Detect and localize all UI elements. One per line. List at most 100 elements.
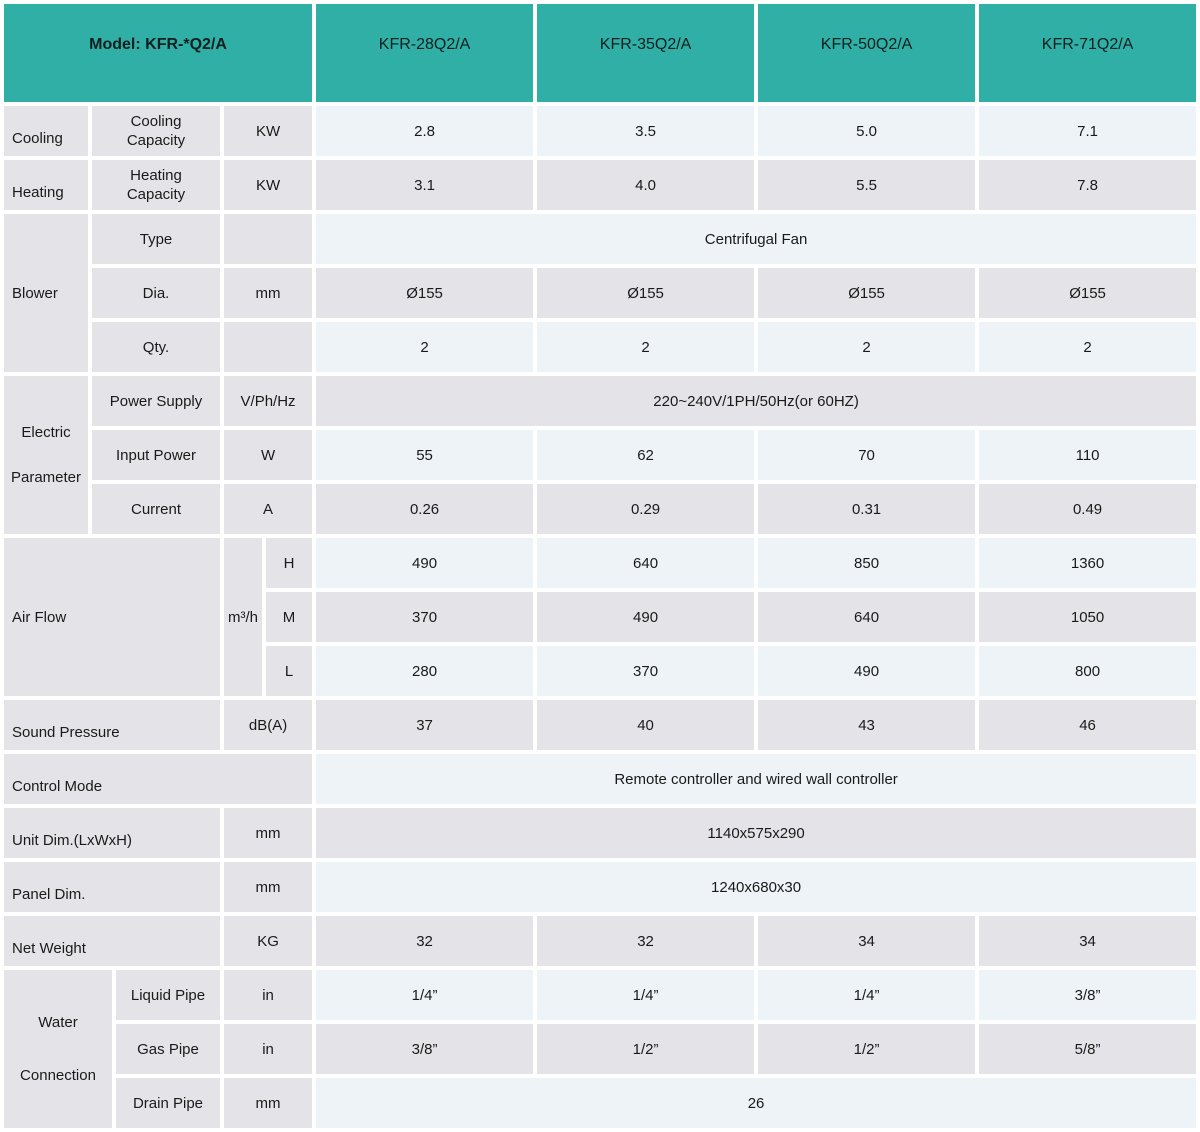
blower-dia-value-0: Ø155 bbox=[316, 268, 534, 318]
row-power-supply: Electric Parameter Power Supply V/Ph/Hz … bbox=[4, 376, 1197, 534]
power-supply-label: Power Supply bbox=[92, 376, 220, 426]
current-value-3: 0.49 bbox=[979, 484, 1197, 534]
airflow-m-value-1: 490 bbox=[537, 592, 755, 642]
airflow-h-value-2: 850 bbox=[758, 538, 976, 588]
net-weight-unit: KG bbox=[224, 916, 313, 966]
blower-qty-label: Qty. bbox=[92, 322, 220, 372]
model-header-cell: Model: KFR-*Q2/A bbox=[4, 4, 313, 102]
row-sound-pressure: Sound Pressure dB(A) 37 40 43 46 bbox=[4, 700, 1197, 750]
unit-dim-value: 1140x575x290 bbox=[316, 808, 1197, 858]
water-group-line2: Connection bbox=[20, 1067, 96, 1084]
row-unit-dim: Unit Dim.(LxWxH) mm 1140x575x290 bbox=[4, 808, 1197, 858]
net-weight-value-2: 34 bbox=[758, 916, 976, 966]
airflow-m-value-0: 370 bbox=[316, 592, 534, 642]
sound-pressure-label: Sound Pressure bbox=[4, 700, 220, 750]
blower-type-label: Type bbox=[92, 214, 220, 264]
current-value-2: 0.31 bbox=[758, 484, 976, 534]
gas-pipe-label: Gas Pipe bbox=[116, 1024, 220, 1074]
row-blower-dia: Dia. mm Ø155 Ø155 Ø155 Ø155 bbox=[4, 268, 1197, 318]
airflow-group-label: Air Flow bbox=[4, 538, 220, 696]
row-input-power: Input Power W 55 62 70 110 bbox=[4, 430, 1197, 480]
airflow-l-label: L bbox=[266, 646, 313, 696]
input-power-unit: W bbox=[224, 430, 313, 480]
current-label: Current bbox=[92, 484, 220, 534]
current-unit: A bbox=[224, 484, 313, 534]
gas-pipe-value-0: 3/8” bbox=[316, 1024, 534, 1074]
row-airflow-h: Air Flow m³/h H 490 640 850 1360 bbox=[4, 538, 1197, 696]
blower-group-label: Blower bbox=[4, 214, 88, 372]
cooling-value-1: 3.5 bbox=[537, 106, 755, 156]
water-group-label: Water Connection bbox=[4, 970, 112, 1128]
gas-pipe-value-2: 1/2” bbox=[758, 1024, 976, 1074]
blower-dia-value-1: Ø155 bbox=[537, 268, 755, 318]
airflow-l-value-1: 370 bbox=[537, 646, 755, 696]
airflow-l-value-3: 800 bbox=[979, 646, 1197, 696]
col-header-kfr-71: KFR-71Q2/A bbox=[979, 4, 1197, 102]
row-airflow-l: L 280 370 490 800 bbox=[4, 646, 1197, 696]
blower-dia-unit: mm bbox=[224, 268, 313, 318]
net-weight-value-3: 34 bbox=[979, 916, 1197, 966]
input-power-value-0: 55 bbox=[316, 430, 534, 480]
water-group-line1: Water bbox=[38, 1014, 78, 1031]
gas-pipe-value-1: 1/2” bbox=[537, 1024, 755, 1074]
row-airflow-m: M 370 490 640 1050 bbox=[4, 592, 1197, 642]
airflow-unit: m³/h bbox=[224, 538, 262, 696]
input-power-value-2: 70 bbox=[758, 430, 976, 480]
sound-value-2: 43 bbox=[758, 700, 976, 750]
input-power-value-3: 110 bbox=[979, 430, 1197, 480]
input-power-label: Input Power bbox=[92, 430, 220, 480]
sound-value-1: 40 bbox=[537, 700, 755, 750]
electric-group-line2: Parameter bbox=[10, 469, 82, 486]
blower-dia-value-3: Ø155 bbox=[979, 268, 1197, 318]
heating-unit: KW bbox=[224, 160, 313, 210]
heating-value-0: 3.1 bbox=[316, 160, 534, 210]
liquid-pipe-unit: in bbox=[224, 970, 313, 1020]
liquid-pipe-label: Liquid Pipe bbox=[116, 970, 220, 1020]
airflow-h-value-0: 490 bbox=[316, 538, 534, 588]
col-header-kfr-50: KFR-50Q2/A bbox=[758, 4, 976, 102]
liquid-pipe-value-3: 3/8” bbox=[979, 970, 1197, 1020]
blower-type-unit bbox=[224, 214, 313, 264]
blower-qty-value-1: 2 bbox=[537, 322, 755, 372]
row-panel-dim: Panel Dim. mm 1240x680x30 bbox=[4, 862, 1197, 912]
gas-pipe-unit: in bbox=[224, 1024, 313, 1074]
control-mode-value: Remote controller and wired wall control… bbox=[316, 754, 1197, 804]
liquid-pipe-value-2: 1/4” bbox=[758, 970, 976, 1020]
heating-capacity-label: Heating Capacity bbox=[92, 160, 220, 210]
row-heating: Heating Heating Capacity KW 3.1 4.0 5.5 … bbox=[4, 160, 1197, 210]
row-cooling: Cooling Cooling Capacity KW 2.8 3.5 5.0 … bbox=[4, 106, 1197, 156]
row-control-mode: Control Mode Remote controller and wired… bbox=[4, 754, 1197, 804]
power-supply-value: 220~240V/1PH/50Hz(or 60HZ) bbox=[316, 376, 1197, 426]
electric-group-line1: Electric bbox=[21, 424, 71, 441]
panel-dim-value: 1240x680x30 bbox=[316, 862, 1197, 912]
airflow-l-value-2: 490 bbox=[758, 646, 976, 696]
row-gas-pipe: Gas Pipe in 3/8” 1/2” 1/2” 5/8” bbox=[4, 1024, 1197, 1074]
blower-dia-value-2: Ø155 bbox=[758, 268, 976, 318]
blower-qty-unit bbox=[224, 322, 313, 372]
cooling-unit: KW bbox=[224, 106, 313, 156]
row-blower-type: Blower Type Centrifugal Fan bbox=[4, 214, 1197, 372]
cooling-value-3: 7.1 bbox=[979, 106, 1197, 156]
current-value-0: 0.26 bbox=[316, 484, 534, 534]
heating-group-label: Heating bbox=[4, 160, 88, 210]
blower-type-value: Centrifugal Fan bbox=[316, 214, 1197, 264]
airflow-h-value-1: 640 bbox=[537, 538, 755, 588]
net-weight-label: Net Weight bbox=[4, 916, 220, 966]
row-blower-qty: Qty. 2 2 2 2 bbox=[4, 322, 1197, 372]
blower-qty-value-2: 2 bbox=[758, 322, 976, 372]
blower-dia-label: Dia. bbox=[92, 268, 220, 318]
airflow-h-label: H bbox=[266, 538, 313, 588]
panel-dim-label: Panel Dim. bbox=[4, 862, 220, 912]
panel-dim-unit: mm bbox=[224, 862, 313, 912]
electric-group-label: Electric Parameter bbox=[4, 376, 88, 534]
drain-pipe-unit: mm bbox=[224, 1078, 313, 1128]
row-current: Current A 0.26 0.29 0.31 0.49 bbox=[4, 484, 1197, 534]
current-value-1: 0.29 bbox=[537, 484, 755, 534]
row-net-weight: Net Weight KG 32 32 34 34 bbox=[4, 916, 1197, 966]
blower-qty-value-3: 2 bbox=[979, 322, 1197, 372]
net-weight-value-0: 32 bbox=[316, 916, 534, 966]
col-header-kfr-28: KFR-28Q2/A bbox=[316, 4, 534, 102]
power-supply-unit: V/Ph/Hz bbox=[224, 376, 313, 426]
blower-qty-value-0: 2 bbox=[316, 322, 534, 372]
